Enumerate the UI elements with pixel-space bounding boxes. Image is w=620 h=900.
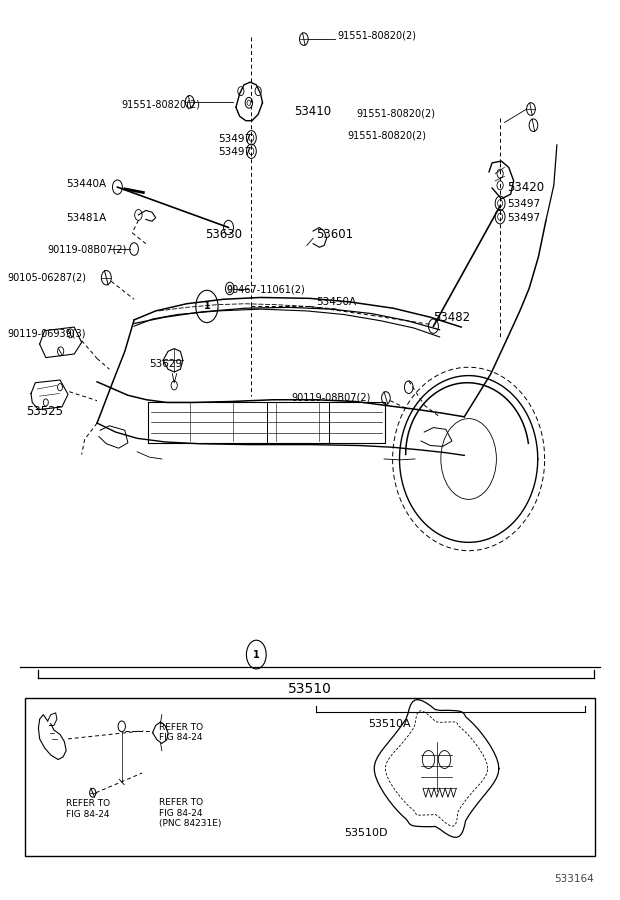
Text: 91551-80820(2): 91551-80820(2) [338, 31, 417, 40]
Text: 1: 1 [253, 650, 260, 660]
Text: 53525: 53525 [26, 405, 63, 418]
Text: 53420: 53420 [508, 181, 544, 194]
Text: 90119-06939(3): 90119-06939(3) [7, 328, 86, 338]
Bar [25, 698, 595, 856]
Text: 1: 1 [203, 302, 210, 311]
Text: 53601: 53601 [316, 229, 353, 241]
Text: 90467-11061(2): 90467-11061(2) [227, 284, 306, 294]
Text: 53410: 53410 [294, 105, 332, 118]
Text: 91551-80820(2): 91551-80820(2) [347, 130, 426, 140]
Text: 53497: 53497 [508, 199, 541, 209]
Text: 53510: 53510 [288, 681, 332, 696]
Text: 533164: 533164 [554, 874, 594, 884]
Text: 53630: 53630 [205, 229, 242, 241]
Text: 90119-08B07(2): 90119-08B07(2) [48, 245, 127, 255]
Text: 53497: 53497 [508, 212, 541, 222]
Text: 91551-80820(2): 91551-80820(2) [122, 100, 201, 110]
Text: 53450A: 53450A [316, 297, 356, 307]
Text: REFER TO
FIG 84-24: REFER TO FIG 84-24 [66, 799, 110, 819]
Text: 53482: 53482 [433, 310, 471, 324]
Text: 53497: 53497 [219, 134, 252, 144]
Text: REFER TO
FIG 84-24
(PNC 84231E): REFER TO FIG 84-24 (PNC 84231E) [159, 798, 221, 828]
Text: 53481A: 53481A [66, 212, 107, 222]
Text: 91551-80820(2): 91551-80820(2) [356, 109, 435, 119]
Text: 90105-06287(2): 90105-06287(2) [7, 273, 87, 283]
Text: 53440A: 53440A [66, 178, 106, 188]
Text: REFER TO
FIG 84-24: REFER TO FIG 84-24 [159, 723, 203, 742]
Text: 90119-08B07(2): 90119-08B07(2) [291, 393, 371, 403]
Text: 53497: 53497 [219, 147, 252, 158]
Text: 53510D: 53510D [344, 828, 388, 838]
Text: 53629: 53629 [149, 359, 183, 369]
Text: 53510A: 53510A [369, 719, 411, 729]
